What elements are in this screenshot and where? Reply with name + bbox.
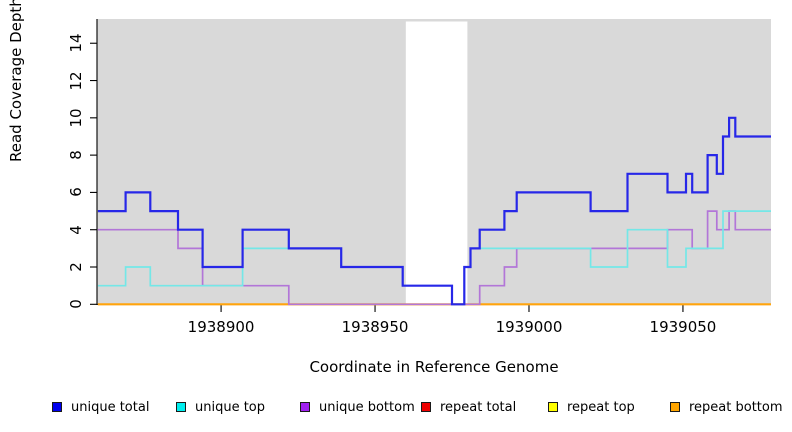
y-tick-label: 4 [67,224,85,235]
x-tick-label: 1939050 [649,318,717,336]
legend-swatch-unique-total-icon [52,402,62,412]
legend-item-repeat-top: repeat top [548,396,635,418]
legend-item-unique-bottom: unique bottom [300,396,415,418]
legend-item-unique-total: unique total [52,396,149,418]
y-tick-label: 14 [67,33,85,53]
series-line-unique-total [97,116,771,306]
y-tick-label: 8 [67,150,85,160]
y-tick-label: 10 [67,108,85,128]
legend-label: unique top [195,399,266,415]
y-tick-label: 12 [67,70,85,91]
x-tick-label: 1938950 [341,318,409,336]
legend-item-unique-top: unique top [176,396,265,418]
legend-label: unique total [71,399,150,415]
legend-swatch-unique-bottom-icon [300,402,310,412]
legend-swatch-unique-top-icon [176,402,186,412]
legend-label: repeat total [440,399,517,415]
highlight-band [405,21,468,305]
legend-item-repeat-total: repeat total [421,396,516,418]
x-tick-label: 1938900 [187,318,255,336]
legend-swatch-repeat-total-icon [421,402,431,412]
x-axis-title: Coordinate in Reference Genome [309,358,559,376]
legend-swatch-repeat-top-icon [548,402,558,412]
legend-label: repeat bottom [689,399,783,415]
legend-label: unique bottom [319,399,415,415]
legend-item-repeat-bottom: repeat bottom [670,396,783,418]
x-tick-label: 1939000 [495,318,563,336]
y-tick-label: 2 [67,262,85,272]
legend-swatch-repeat-bottom-icon [670,402,680,412]
legend-label: repeat top [567,399,635,415]
y-tick-label: 0 [67,299,85,310]
chart-legend: unique total unique top unique bottom repea… [0,396,792,422]
y-tick-label: 6 [67,187,85,198]
